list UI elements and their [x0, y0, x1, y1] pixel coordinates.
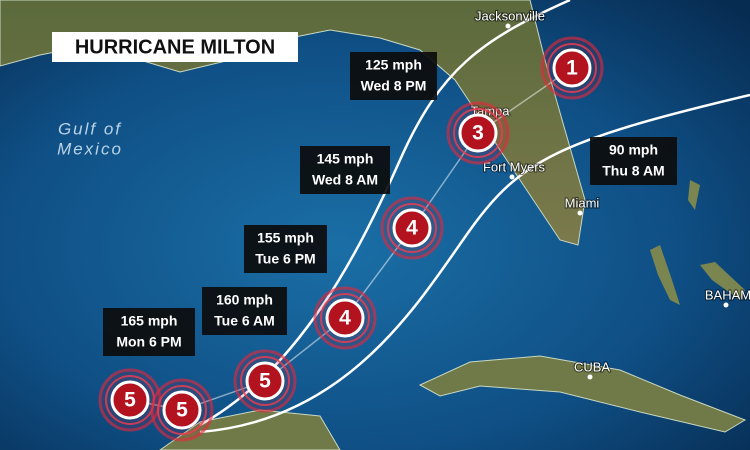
callout-box — [202, 287, 287, 335]
marker-core — [458, 113, 498, 153]
storm-marker: 3 — [446, 101, 510, 165]
marker-category: 3 — [472, 122, 484, 145]
forecast-callout: 90 mph Thu 8 AM — [590, 137, 677, 185]
marker-category: 1 — [566, 57, 578, 80]
marker-ring — [320, 293, 370, 343]
storm-marker: 4 — [313, 286, 377, 350]
callout-time: Tue 6 PM — [255, 251, 315, 267]
callout-speed: 145 mph — [317, 151, 374, 167]
place-label: Miami — [565, 195, 600, 210]
place-label: BAHAM — [705, 287, 750, 302]
place-dot — [723, 302, 729, 308]
callout-speed: 155 mph — [257, 230, 314, 246]
callout-speed: 160 mph — [216, 292, 273, 308]
callout-speed: 125 mph — [365, 57, 422, 73]
place-label: CUBA — [574, 359, 610, 374]
storm-marker: 4 — [380, 196, 444, 260]
marker-category: 5 — [176, 399, 188, 422]
place-label: Jacksonville — [475, 8, 545, 23]
marker-ring — [547, 43, 597, 93]
place-label: Fort Myers — [483, 159, 546, 174]
marker-core — [110, 380, 150, 420]
forecast-callout: 165 mph Mon 6 PM — [103, 308, 195, 356]
marker-core — [392, 208, 432, 248]
callout-time: Mon 6 PM — [116, 334, 181, 350]
marker-ring — [387, 203, 437, 253]
marker-ring — [453, 108, 503, 158]
forecast-callout: 155 mph Tue 6 PM — [244, 225, 327, 273]
marker-category: 5 — [124, 389, 136, 412]
cone-edge — [199, 0, 571, 427]
forecast-callout: 160 mph Tue 6 AM — [202, 287, 287, 335]
marker-core — [325, 298, 365, 338]
storm-marker: 5 — [233, 349, 297, 413]
water-label: Mexico — [57, 139, 123, 158]
callout-time: Wed 8 PM — [361, 78, 427, 94]
marker-ring — [240, 356, 290, 406]
title-box — [52, 32, 298, 62]
marker-category: 4 — [406, 217, 418, 240]
water-label: Gulf of — [58, 119, 122, 138]
storm-marker: 1 — [540, 36, 604, 100]
callout-box — [350, 52, 437, 100]
marker-core — [162, 390, 202, 430]
marker-core — [552, 48, 592, 88]
callout-box — [590, 137, 677, 185]
callout-box — [300, 146, 390, 194]
place-dot — [505, 23, 511, 29]
place-dot — [509, 174, 515, 180]
marker-core — [245, 361, 285, 401]
place-dot — [577, 210, 583, 216]
cone-edge — [199, 93, 750, 434]
marker-category: 5 — [259, 370, 271, 393]
storm-marker: 5 — [98, 368, 162, 432]
marker-ring — [157, 385, 207, 435]
forecast-callout: 145 mph Wed 8 AM — [300, 146, 390, 194]
callout-time: Tue 6 AM — [214, 313, 275, 329]
callout-time: Wed 8 AM — [312, 172, 378, 188]
callout-box — [244, 225, 327, 273]
callout-speed: 90 mph — [609, 142, 658, 158]
yucatan-land — [159, 409, 341, 450]
overlay: JacksonvilleTampaFort MyersMiamiCUBABAHA… — [98, 7, 750, 442]
title: HURRICANE MILTON — [75, 36, 275, 58]
storm-marker: 5 — [150, 378, 214, 442]
callout-speed: 165 mph — [121, 313, 178, 329]
bahamas-land — [650, 180, 745, 305]
callout-box — [103, 308, 195, 356]
marker-category: 4 — [339, 307, 351, 330]
place-dot — [587, 374, 593, 380]
forecast-callout: 125 mph Wed 8 PM — [350, 52, 437, 100]
cuba-land — [418, 355, 747, 433]
callout-time: Thu 8 AM — [602, 163, 664, 179]
